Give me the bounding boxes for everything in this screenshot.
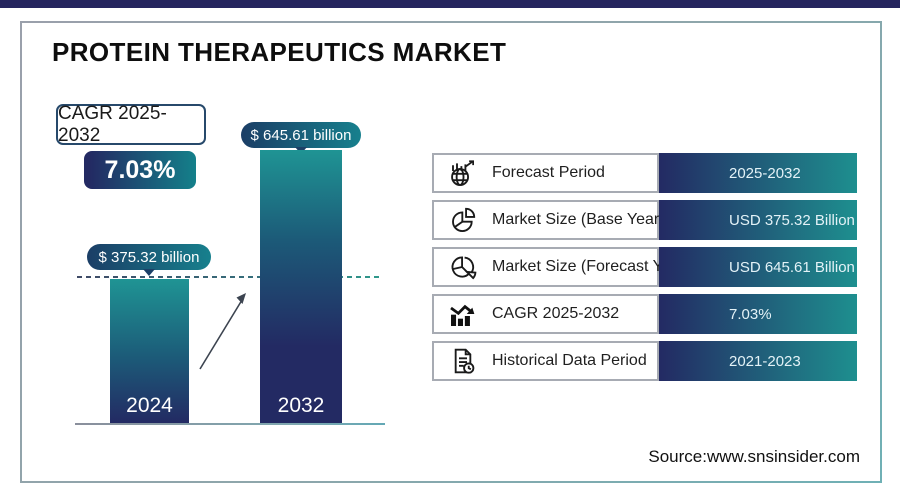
table-label-cell: Market Size (Base Year)	[432, 200, 665, 240]
growth-arrow-icon	[192, 285, 262, 380]
cagr-period-box: CAGR 2025-2032	[56, 103, 206, 146]
table-value: 2025-2032	[729, 164, 801, 182]
table-label: Historical Data Period	[492, 352, 647, 369]
table-value: 7.03%	[729, 305, 772, 323]
table-row-historical-period: Historical Data Period 2021-2023	[432, 341, 857, 381]
table-value: 2021-2023	[729, 352, 801, 370]
table-label-cell: CAGR 2025-2032	[432, 294, 659, 334]
x-axis-baseline	[75, 423, 385, 425]
table-value: USD 645.61 Billion	[729, 258, 855, 276]
content-frame: PROTEIN THERAPEUTICS MARKET CAGR 2025-20…	[20, 21, 882, 483]
bar-2024: 2024	[110, 279, 189, 423]
bar-value-callout-2024: $ 375.32 billion	[87, 244, 211, 270]
table-label-cell: Forecast Period	[432, 153, 659, 193]
table-value-cell: USD 645.61 Billion	[659, 247, 857, 287]
table-value-cell: USD 375.32 Billion	[659, 200, 857, 240]
table-value-cell: 2025-2032	[659, 153, 857, 193]
table-label-cell: Market Size (Forecast Year)	[432, 247, 690, 287]
pie-chart-exploded-icon	[446, 250, 480, 284]
bar-2032: 2032	[260, 150, 342, 423]
reference-dashed-line	[77, 276, 383, 278]
table-value-cell: 7.03%	[659, 294, 857, 334]
page-title: PROTEIN THERAPEUTICS MARKET	[52, 37, 507, 67]
table-row-market-size-base: Market Size (Base Year) USD 375.32 Billi…	[432, 200, 857, 240]
table-row-market-size-forecast: Market Size (Forecast Year) USD 645.61 B…	[432, 247, 857, 287]
document-clock-icon	[446, 344, 480, 378]
table-label: Forecast Period	[492, 164, 605, 181]
cagr-value-badge: 7.03%	[84, 151, 196, 189]
bar-year-label: 2024	[126, 394, 173, 417]
pie-chart-icon	[446, 203, 480, 237]
cagr-trend-icon	[446, 297, 480, 331]
table-label-cell: Historical Data Period	[432, 341, 659, 381]
table-row-forecast-period: Forecast Period 2025-2032	[432, 153, 857, 193]
source-text: Source:www.snsinsider.com	[648, 447, 860, 466]
table-label: Market Size (Forecast Year)	[492, 258, 691, 275]
bar-year-label: 2032	[277, 394, 325, 417]
table-label: Market Size (Base Year)	[492, 211, 665, 228]
table-value-cell: 2021-2023	[659, 341, 857, 381]
bar-value-callout-2032: $ 645.61 billion	[241, 122, 361, 148]
globe-growth-icon	[446, 156, 480, 190]
table-label: CAGR 2025-2032	[492, 305, 620, 322]
top-accent-bar	[0, 0, 900, 8]
table-row-cagr: CAGR 2025-2032 7.03%	[432, 294, 857, 334]
callout-pointer	[143, 269, 155, 276]
table-value: USD 375.32 Billion	[729, 211, 855, 229]
